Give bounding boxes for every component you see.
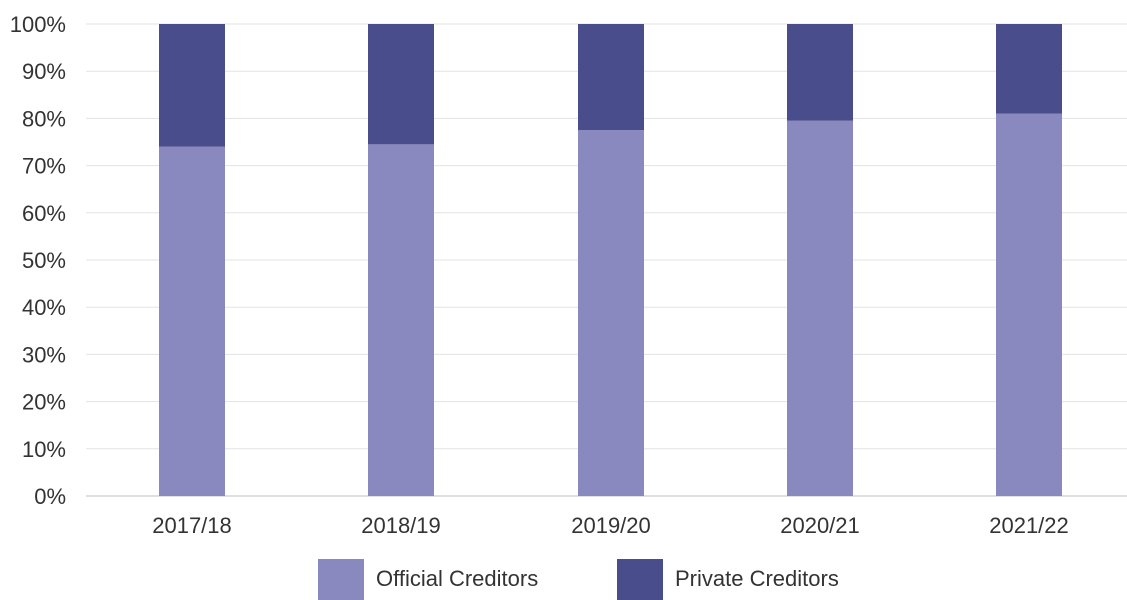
bar-official-4 — [996, 113, 1062, 497]
x-tick-label: 2021/22 — [989, 513, 1069, 538]
x-tick-label: 2018/19 — [361, 513, 441, 538]
bar-private-0 — [159, 24, 225, 147]
x-axis-ticks: 2017/18 2018/19 2019/20 2020/21 2021/22 — [152, 513, 1069, 538]
y-tick-label: 90% — [22, 59, 66, 84]
bar-private-1 — [368, 24, 434, 145]
legend: Official Creditors Private Creditors — [318, 559, 839, 600]
legend-label: Private Creditors — [675, 566, 839, 591]
bar-official-3 — [787, 120, 853, 496]
legend-swatch — [617, 559, 663, 600]
bar-official-2 — [578, 130, 644, 496]
y-tick-label: 80% — [22, 106, 66, 131]
y-tick-label: 0% — [34, 484, 66, 509]
y-tick-label: 40% — [22, 295, 66, 320]
legend-label: Official Creditors — [376, 566, 538, 591]
y-tick-label: 30% — [22, 342, 66, 367]
y-tick-label: 50% — [22, 248, 66, 273]
bar-private-4 — [996, 24, 1062, 114]
y-axis-ticks: 0% 10% 20% 30% 40% 50% 60% 70% 80% 90% 100% — [10, 12, 66, 509]
y-tick-label: 60% — [22, 201, 66, 226]
y-tick-label: 20% — [22, 390, 66, 415]
x-tick-label: 2017/18 — [152, 513, 232, 538]
bar-official-0 — [159, 146, 225, 496]
bar-official-1 — [368, 144, 434, 497]
x-tick-label: 2020/21 — [780, 513, 860, 538]
bars — [159, 24, 1062, 497]
bar-private-3 — [787, 24, 853, 121]
x-tick-label: 2019/20 — [571, 513, 651, 538]
y-tick-label: 100% — [10, 12, 66, 37]
y-tick-label: 10% — [22, 437, 66, 462]
y-tick-label: 70% — [22, 154, 66, 179]
legend-swatch — [318, 559, 364, 600]
bar-private-2 — [578, 24, 644, 131]
